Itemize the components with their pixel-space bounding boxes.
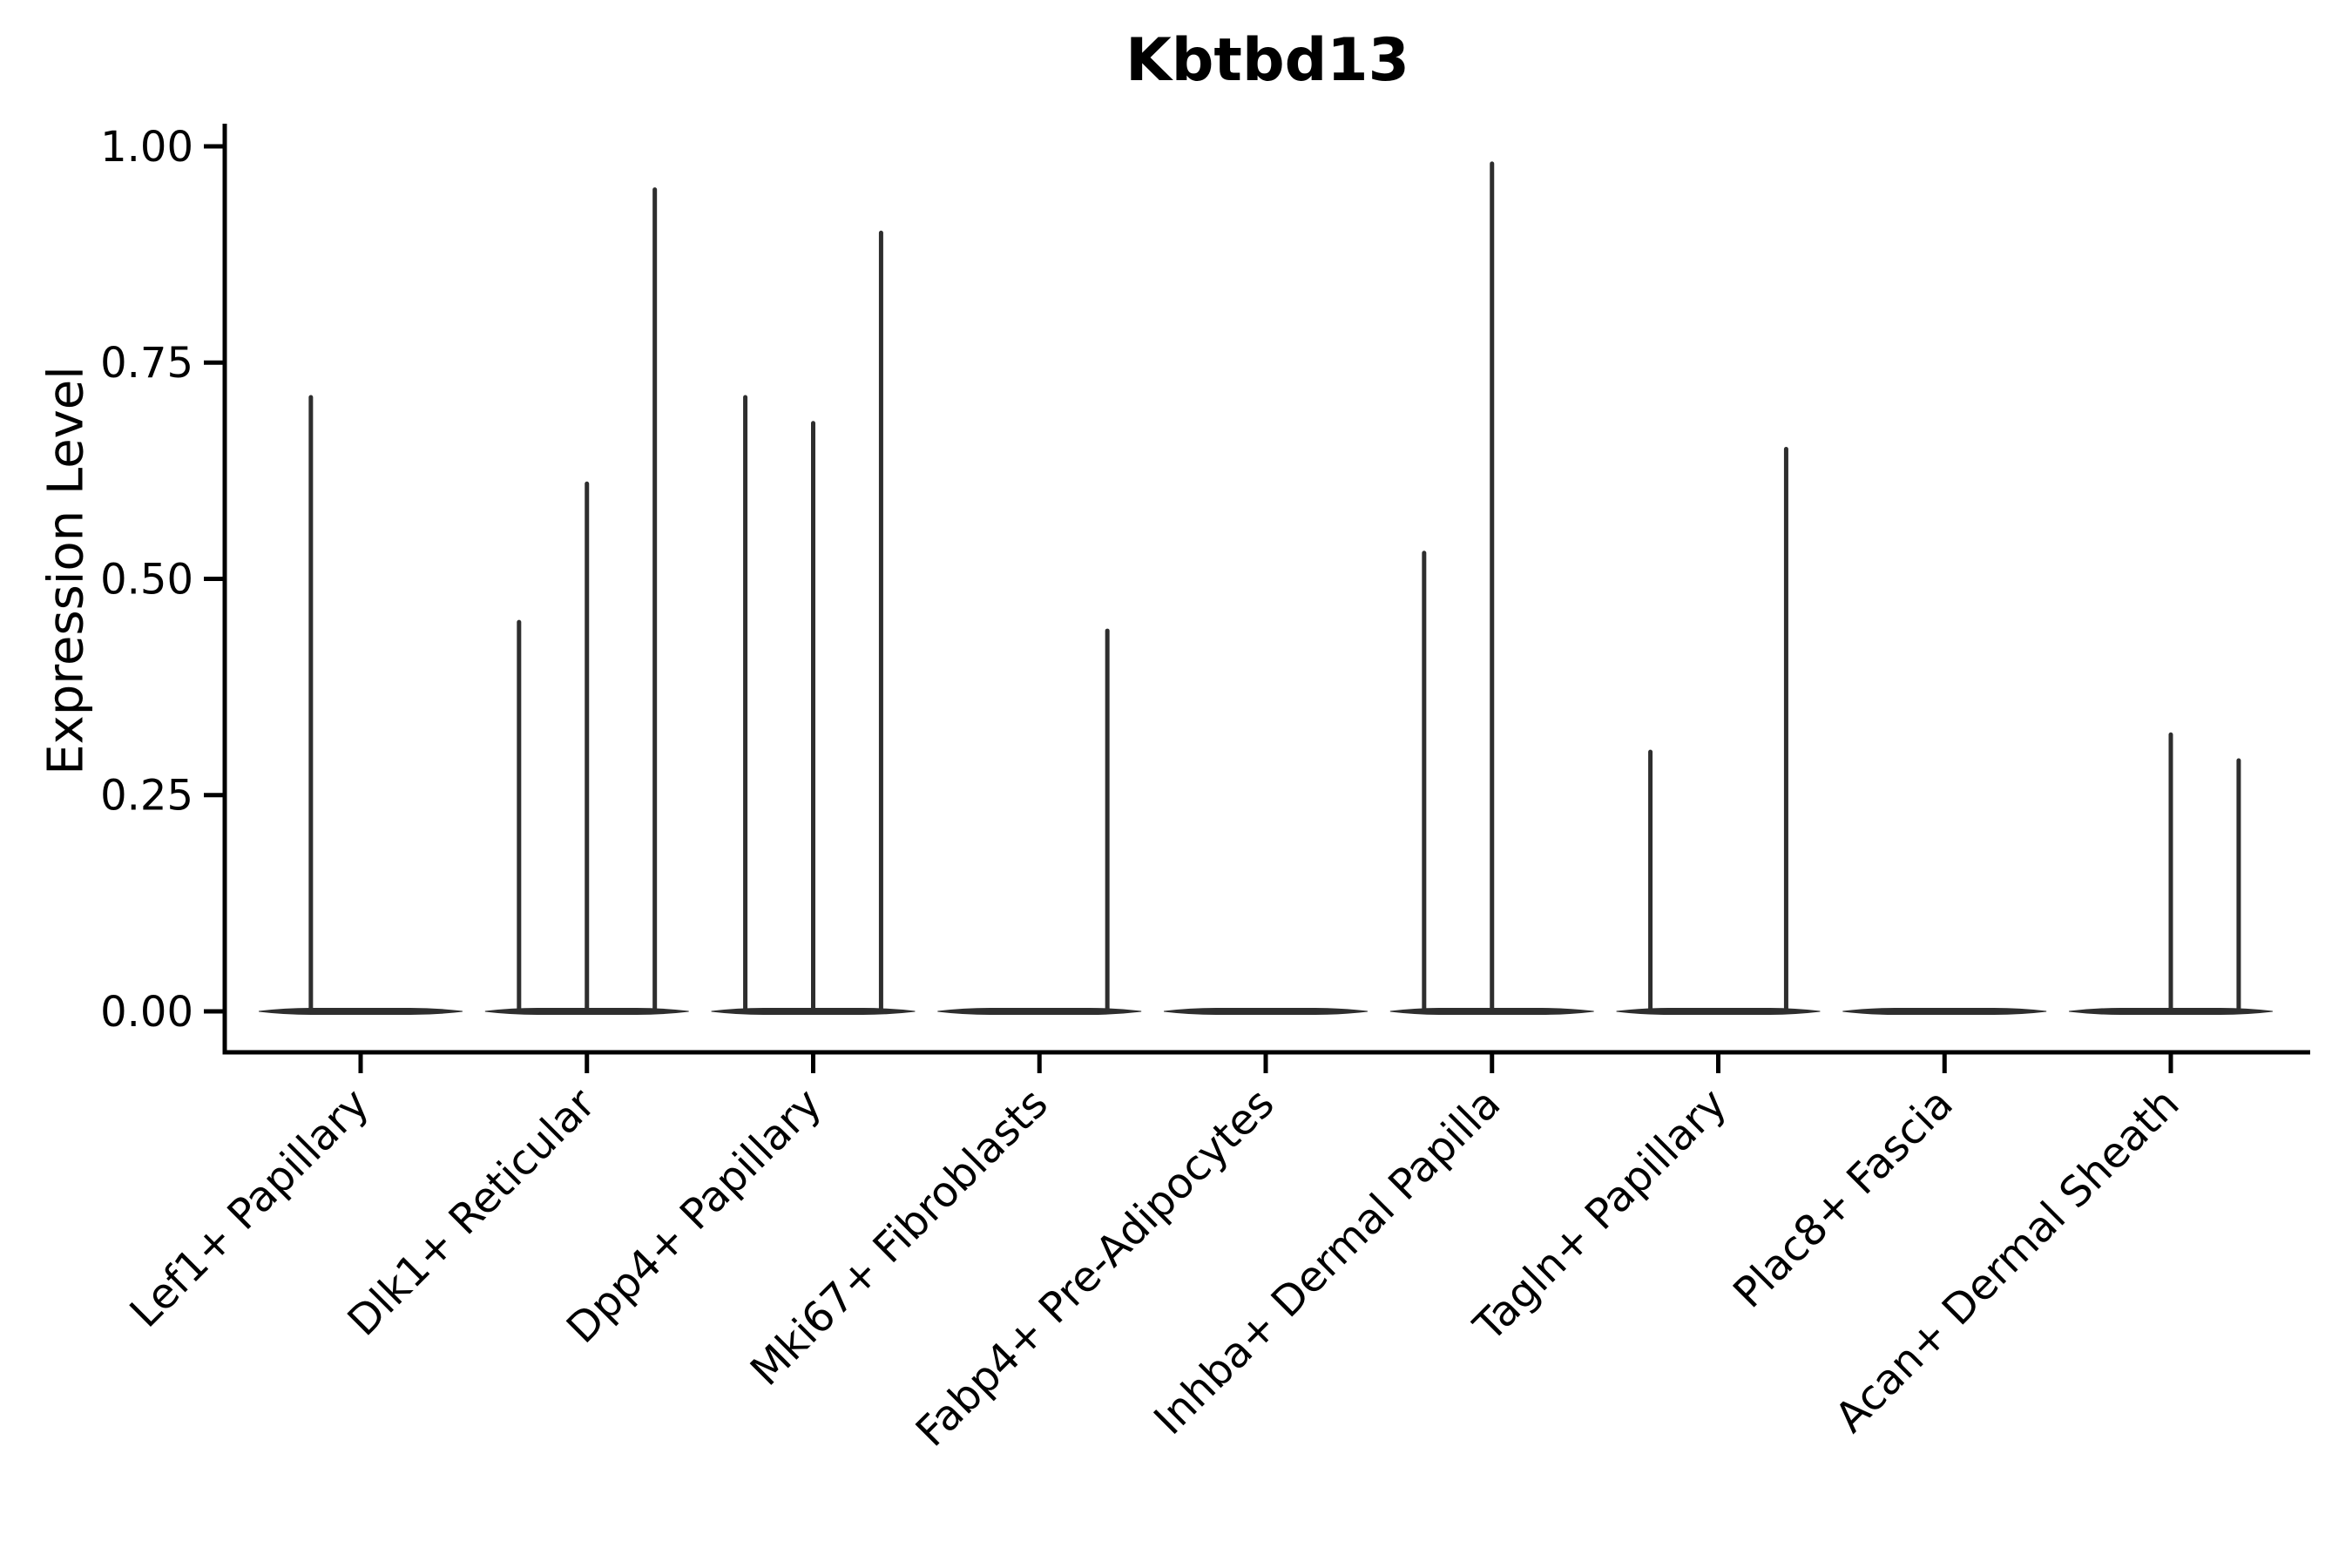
y-tick-label: 0.25 [100, 772, 193, 821]
violin-baseline [1616, 1008, 1821, 1015]
violin-baseline [1842, 1008, 2047, 1015]
x-tick-label: Plac8+ Fascia [1724, 1079, 1963, 1318]
axes-spines [222, 124, 2310, 1055]
x-tick-label: Dlk1+ Reticular [339, 1079, 605, 1346]
y-tick-label: 0.50 [100, 555, 193, 604]
x-tick-label: Lef1+ Papillary [121, 1079, 379, 1337]
x-tick-label: Tagln+ Papillary [1464, 1079, 1736, 1351]
y-axis-label: Expression Level [37, 366, 95, 775]
violin-baseline [937, 1008, 1142, 1015]
violin-baseline [1164, 1008, 1368, 1015]
y-tick-label: 0.75 [100, 339, 193, 388]
y-tick-label: 1.00 [100, 123, 193, 172]
y-tick-label: 0.00 [100, 988, 193, 1037]
x-tick-label: Fabp4+ Pre-Adipocytes [907, 1079, 1284, 1456]
chart-title: Kbtbd13 [1125, 26, 1409, 95]
violin-baseline [259, 1008, 463, 1015]
